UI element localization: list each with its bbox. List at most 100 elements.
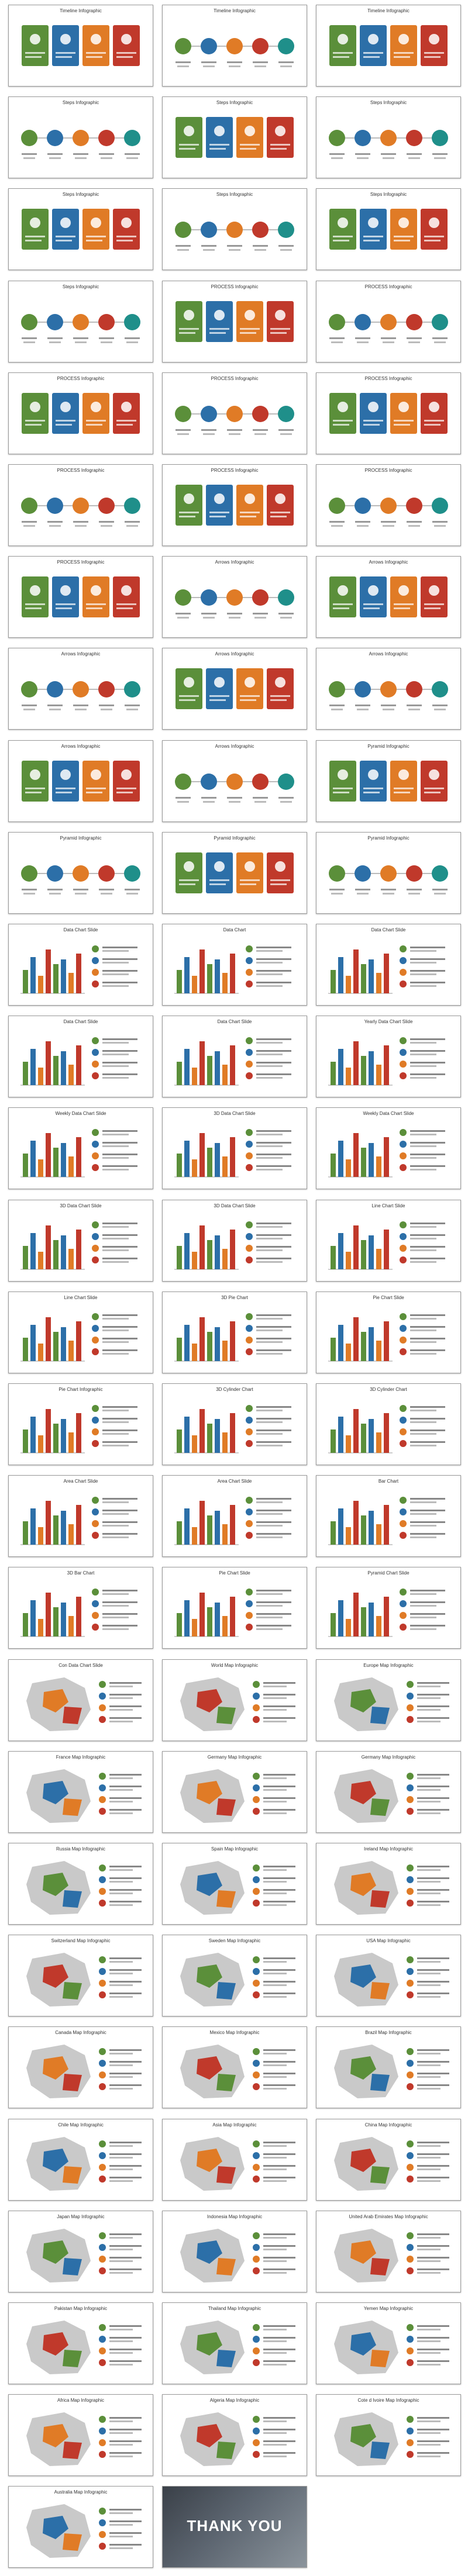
step-circle xyxy=(380,313,397,330)
slide-thumbnail[interactable]: Switzerland Map Infographic xyxy=(8,1935,153,2017)
slide-thumbnail[interactable]: Europe Map Infographic xyxy=(316,1659,461,1741)
slide-thumbnail[interactable]: Steps Infographic xyxy=(8,188,153,271)
slide-thumbnail[interactable]: Steps Infographic xyxy=(316,188,461,271)
slide-thumbnail[interactable]: Ireland Map Infographic xyxy=(316,1843,461,1925)
slide-thumbnail[interactable]: 3D Data Chart Slide xyxy=(8,1199,153,1282)
slide-thumbnail[interactable]: 3D Data Chart Slide xyxy=(162,1199,307,1282)
slide-thumbnail[interactable]: PROCESS Infographic xyxy=(316,372,461,454)
slide-thumbnail[interactable]: Thailand Map Infographic xyxy=(162,2302,307,2384)
slide-thumbnail[interactable]: Timeline Infographic xyxy=(316,5,461,87)
slide-thumbnail[interactable]: Pie Chart Infographic xyxy=(8,1383,153,1465)
info-text xyxy=(363,787,383,789)
slide-thumbnail[interactable]: PROCESS Infographic xyxy=(8,464,153,546)
slide-thumbnail[interactable]: Arrows Infographic xyxy=(316,648,461,730)
slide-thumbnail[interactable]: Brazil Map Infographic xyxy=(316,2026,461,2109)
slide-thumbnail[interactable]: Area Chart Slide xyxy=(8,1475,153,1558)
slide-thumbnail[interactable]: PROCESS Infographic xyxy=(8,372,153,454)
legend-text xyxy=(417,1877,449,1879)
slide-thumbnail[interactable]: Mexico Map Infographic xyxy=(162,2026,307,2109)
slide-thumbnail[interactable]: Arrows Infographic xyxy=(8,740,153,822)
legend-text xyxy=(109,1904,133,1906)
slide-thumbnail[interactable]: Data Chart Slide xyxy=(8,924,153,1006)
legend-dot xyxy=(99,2083,106,2091)
slide-thumbnail[interactable]: Timeline Infographic xyxy=(8,5,153,87)
slide-thumbnail[interactable]: Canada Map Infographic xyxy=(8,2026,153,2109)
slide-thumbnail[interactable]: Bar Chart xyxy=(316,1475,461,1558)
slide-thumbnail[interactable]: China Map Infographic xyxy=(316,2118,461,2201)
slide-thumbnail[interactable]: Weekly Data Chart Slide xyxy=(316,1107,461,1190)
legend-text xyxy=(102,1225,129,1228)
slide-thumbnail[interactable]: Russia Map Infographic xyxy=(8,1843,153,1925)
slide-thumbnail[interactable]: France Map Infographic xyxy=(8,1750,153,1833)
slide-thumbnail[interactable]: Pakistan Map Infographic xyxy=(8,2302,153,2384)
slide-thumbnail[interactable]: 3D Data Chart Slide xyxy=(162,1107,307,1190)
slide-thumbnail[interactable]: Arrows Infographic xyxy=(162,556,307,638)
slide-thumbnail[interactable]: Pyramid Infographic xyxy=(316,831,461,914)
slide-thumbnail[interactable]: 3D Cylinder Chart xyxy=(162,1383,307,1465)
slide-thumbnail[interactable]: Data Chart Slide xyxy=(162,1016,307,1098)
slide-thumbnail[interactable]: Con Data Chart Slide xyxy=(8,1659,153,1741)
slide-thumbnail[interactable]: Steps Infographic xyxy=(162,96,307,179)
slide-thumbnail[interactable]: Steps Infographic xyxy=(162,188,307,271)
slide-thumbnail[interactable]: Spain Map Infographic xyxy=(162,1843,307,1925)
step-circle xyxy=(355,681,371,698)
slide-thumbnail[interactable]: PROCESS Infographic xyxy=(162,372,307,454)
slide-thumbnail[interactable]: Germany Map Infographic xyxy=(162,1750,307,1833)
slide-thumbnail[interactable]: Pie Chart Slide xyxy=(316,1291,461,1373)
step-circle xyxy=(406,681,422,698)
slide-thumbnail[interactable]: Data Chart xyxy=(162,924,307,1006)
step-text xyxy=(47,153,63,156)
slide-thumbnail[interactable]: Data Chart Slide xyxy=(8,1016,153,1098)
slide-thumbnail[interactable]: PROCESS Infographic xyxy=(316,464,461,546)
slide-thumbnail[interactable]: PROCESS Infographic xyxy=(8,556,153,638)
slide-thumbnail[interactable]: Sweden Map Infographic xyxy=(162,1935,307,2017)
slide-thumbnail[interactable]: Asia Map Infographic xyxy=(162,2118,307,2201)
slide-thumbnail[interactable]: World Map Infographic xyxy=(162,1659,307,1741)
slide-thumbnail[interactable]: 3D Cylinder Chart xyxy=(316,1383,461,1465)
slide-thumbnail[interactable]: PROCESS Infographic xyxy=(316,280,461,362)
slide-thumbnail[interactable]: United Arab Emirates Map Infographic xyxy=(316,2210,461,2292)
slide-thumbnail[interactable]: Indonesia Map Infographic xyxy=(162,2210,307,2292)
slide-thumbnail[interactable]: Steps Infographic xyxy=(8,96,153,179)
closing-slide[interactable]: THANK YOU xyxy=(162,2486,307,2568)
legend-text xyxy=(263,1893,287,1894)
slide-thumbnail[interactable]: Japan Map Infographic xyxy=(8,2210,153,2292)
slide-thumbnail[interactable]: Pie Chart Slide xyxy=(162,1567,307,1649)
slide-thumbnail[interactable]: Pyramid Chart Slide xyxy=(316,1567,461,1649)
slide-thumbnail[interactable]: Yemen Map Infographic xyxy=(316,2302,461,2384)
slide-art xyxy=(329,865,448,895)
slide-thumbnail[interactable]: Line Chart Slide xyxy=(316,1199,461,1282)
slide-thumbnail[interactable]: Cote d Ivoire Map Infographic xyxy=(316,2394,461,2477)
slide-thumbnail[interactable]: Timeline Infographic xyxy=(162,5,307,87)
slide-thumbnail[interactable]: Algeria Map Infographic xyxy=(162,2394,307,2477)
slide-thumbnail[interactable]: Africa Map Infographic xyxy=(8,2394,153,2477)
slide-thumbnail[interactable]: Yearly Data Chart Slide xyxy=(316,1016,461,1098)
slide-thumbnail[interactable]: Weekly Data Chart Slide xyxy=(8,1107,153,1190)
map-region xyxy=(63,2074,82,2092)
legend-text xyxy=(263,1973,287,1975)
slide-thumbnail[interactable]: Pyramid Infographic xyxy=(162,831,307,914)
legend-text xyxy=(102,1421,129,1423)
slide-thumbnail[interactable]: Steps Infographic xyxy=(8,280,153,362)
info-block xyxy=(82,25,109,66)
slide-thumbnail[interactable]: Arrows Infographic xyxy=(8,648,153,730)
slide-thumbnail[interactable]: Arrows Infographic xyxy=(162,740,307,822)
slide-thumbnail[interactable]: Pyramid Infographic xyxy=(8,831,153,914)
slide-thumbnail[interactable]: Germany Map Infographic xyxy=(316,1750,461,1833)
slide-thumbnail[interactable]: Line Chart Slide xyxy=(8,1291,153,1373)
slide-thumbnail[interactable]: USA Map Infographic xyxy=(316,1935,461,2017)
slide-thumbnail[interactable]: Australia Map Infographic xyxy=(8,2486,153,2568)
slide-thumbnail[interactable]: Arrows Infographic xyxy=(162,648,307,730)
slide-thumbnail[interactable]: Chile Map Infographic xyxy=(8,2118,153,2201)
slide-thumbnail[interactable]: Steps Infographic xyxy=(316,96,461,179)
slide-thumbnail[interactable]: PROCESS Infographic xyxy=(162,464,307,546)
info-icon xyxy=(338,401,348,412)
slide-thumbnail[interactable]: Area Chart Slide xyxy=(162,1475,307,1558)
slide-thumbnail[interactable]: Arrows Infographic xyxy=(316,556,461,638)
slide-thumbnail[interactable]: Pyramid Infographic xyxy=(316,740,461,822)
slide-thumbnail[interactable]: 3D Bar Chart xyxy=(8,1567,153,1649)
map-region xyxy=(216,2074,236,2092)
slide-thumbnail[interactable]: Data Chart Slide xyxy=(316,924,461,1006)
slide-thumbnail[interactable]: PROCESS Infographic xyxy=(162,280,307,362)
slide-thumbnail[interactable]: 3D Pie Chart xyxy=(162,1291,307,1373)
